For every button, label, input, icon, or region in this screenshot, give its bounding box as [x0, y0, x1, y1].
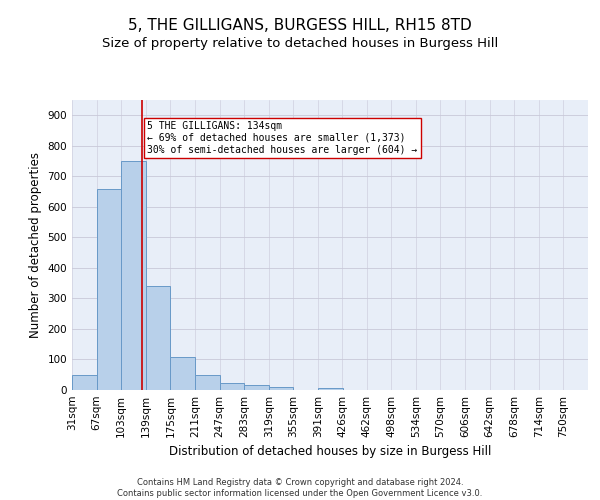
Bar: [72, 374, 97, 390]
Bar: [220, 383, 244, 390]
Bar: [97, 188, 121, 390]
Bar: [121, 161, 146, 390]
Bar: [146, 286, 170, 390]
Bar: [195, 374, 220, 390]
Text: 5 THE GILLIGANS: 134sqm
← 69% of detached houses are smaller (1,373)
30% of semi: 5 THE GILLIGANS: 134sqm ← 69% of detache…: [147, 122, 418, 154]
Text: Size of property relative to detached houses in Burgess Hill: Size of property relative to detached ho…: [102, 38, 498, 51]
Bar: [244, 386, 269, 390]
Bar: [170, 358, 195, 390]
Bar: [318, 388, 343, 390]
Bar: [269, 387, 293, 390]
Text: 5, THE GILLIGANS, BURGESS HILL, RH15 8TD: 5, THE GILLIGANS, BURGESS HILL, RH15 8TD: [128, 18, 472, 32]
Text: Contains HM Land Registry data © Crown copyright and database right 2024.
Contai: Contains HM Land Registry data © Crown c…: [118, 478, 482, 498]
X-axis label: Distribution of detached houses by size in Burgess Hill: Distribution of detached houses by size …: [169, 446, 491, 458]
Y-axis label: Number of detached properties: Number of detached properties: [29, 152, 42, 338]
